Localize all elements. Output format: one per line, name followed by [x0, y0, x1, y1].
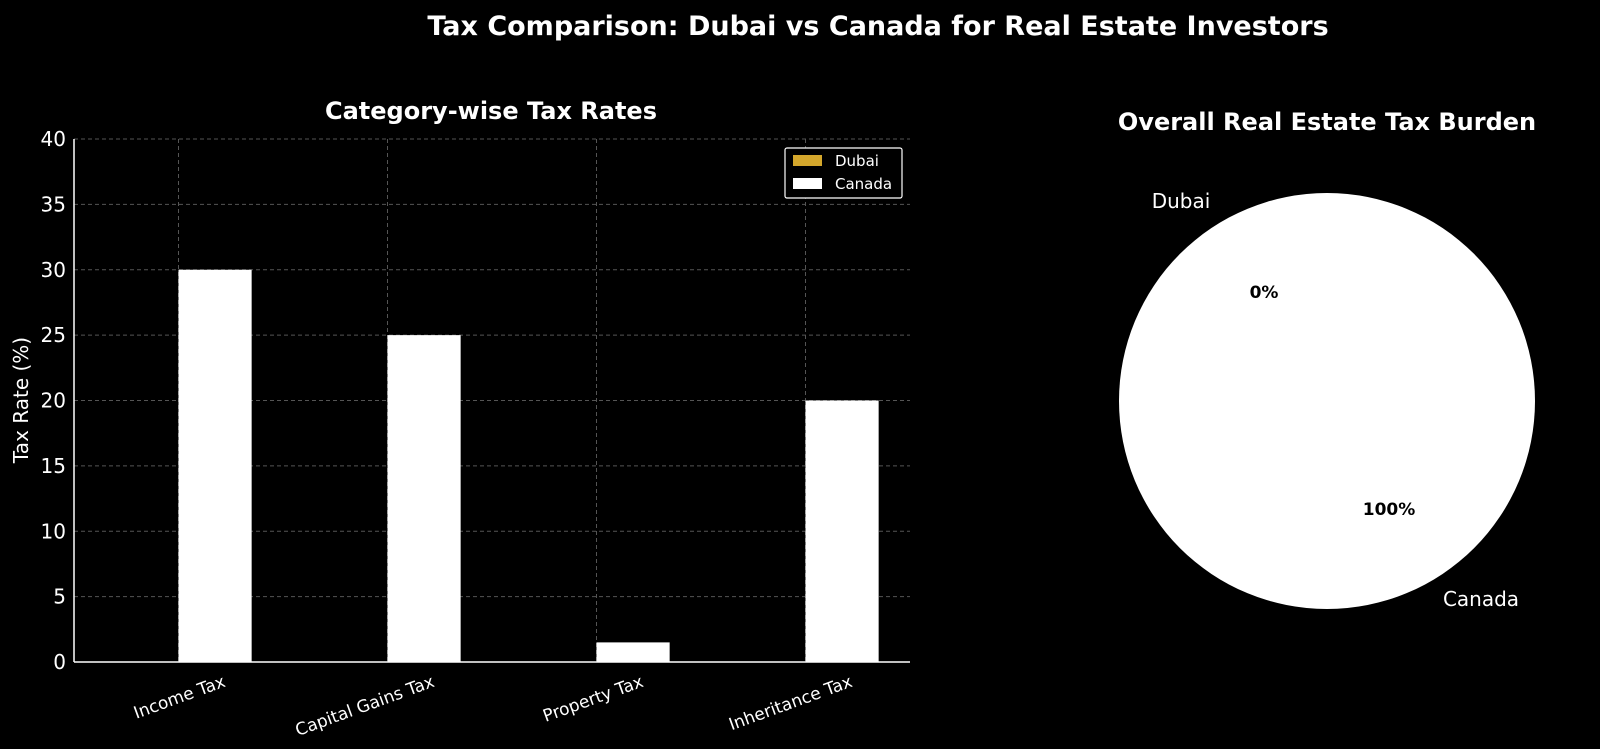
- pie-chart: Overall Real Estate Tax Burden Dubai 0% …: [1118, 108, 1536, 611]
- bar-canada-inheritance-tax: [805, 400, 879, 662]
- y-tick-label: 10: [41, 519, 66, 543]
- bar-canada-capital-gains-tax: [387, 335, 461, 662]
- figure-title: Tax Comparison: Dubai vs Canada for Real…: [427, 11, 1328, 42]
- y-tick-label: 0: [53, 650, 66, 674]
- y-tick-label: 30: [41, 258, 66, 282]
- pie-label-canada: Canada: [1443, 587, 1519, 611]
- bar-canada-income-tax: [178, 269, 252, 662]
- pie-slices: [1119, 193, 1535, 609]
- y-axis-label: Tax Rate (%): [9, 337, 33, 464]
- y-tick-label: 25: [41, 323, 66, 347]
- legend: Dubai Canada: [784, 147, 903, 199]
- bar-chart-title: Category-wise Tax Rates: [325, 97, 657, 125]
- legend-swatch-dubai: [793, 155, 822, 166]
- pie-chart-title: Overall Real Estate Tax Burden: [1118, 108, 1536, 136]
- bar-canada-property-tax: [596, 642, 670, 662]
- pie-label-dubai: Dubai: [1152, 189, 1211, 213]
- y-tick-label: 40: [41, 127, 66, 151]
- legend-label-canada: Canada: [835, 175, 892, 193]
- y-tick-label: 35: [41, 192, 66, 216]
- y-tick-label: 20: [41, 389, 66, 413]
- pie-pct-canada: 100%: [1363, 500, 1416, 520]
- y-tick-label: 5: [53, 585, 66, 609]
- legend-swatch-canada: [793, 178, 822, 189]
- legend-label-dubai: Dubai: [835, 152, 879, 170]
- y-tick-labels: 0 5 10 15 20 25 30 35 40: [41, 127, 66, 674]
- bars: [178, 269, 879, 662]
- pie-pct-dubai: 0%: [1250, 283, 1279, 303]
- pie-slice-canada: [1119, 193, 1535, 609]
- y-tick-label: 15: [41, 454, 66, 478]
